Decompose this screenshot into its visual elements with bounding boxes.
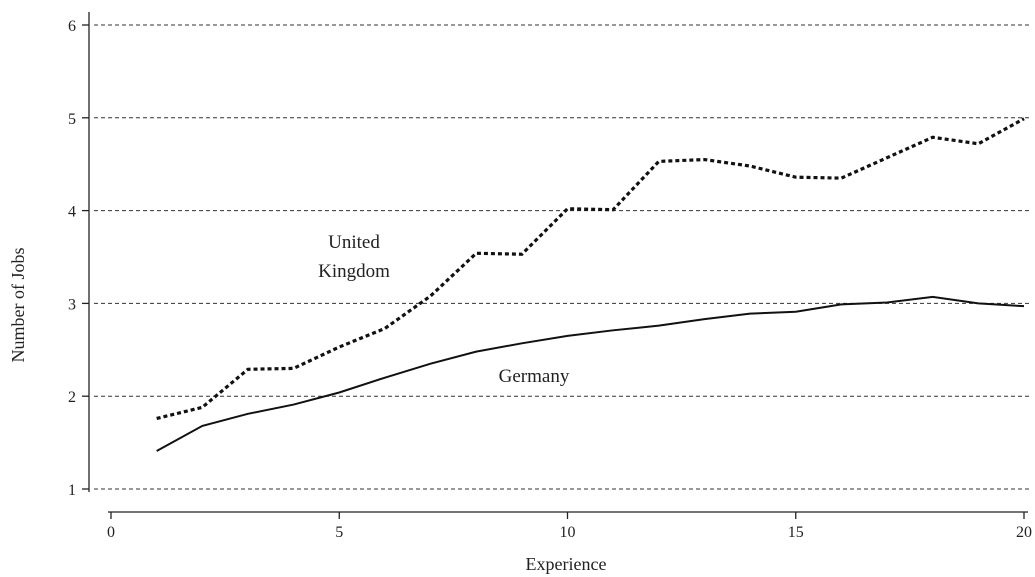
- y-axis-title: Number of Jobs: [8, 248, 28, 363]
- series-line-solid: [156, 295, 1025, 452]
- x-axis-title: Experience: [526, 554, 607, 574]
- x-tick-label: 20: [1016, 524, 1032, 541]
- y-ticks: 1 2 3 4 5 6: [68, 18, 89, 499]
- annotation-kingdom: Kingdom: [318, 261, 390, 282]
- x-tick-label: 5: [335, 524, 343, 541]
- y-tick-label: 1: [68, 482, 76, 499]
- y-tick-label: 2: [68, 389, 76, 406]
- y-tick-label: 3: [68, 296, 76, 313]
- y-tick-label: 5: [68, 111, 76, 128]
- annotation-germany: Germany: [499, 366, 570, 387]
- x-tick-label: 15: [788, 524, 804, 541]
- y-tick-label: 4: [68, 204, 76, 221]
- x-tick-label: 10: [560, 524, 576, 541]
- x-tick-label: 0: [107, 524, 115, 541]
- axes: [88, 12, 1028, 513]
- x-ticks: 0 5 10 15 20: [107, 512, 1032, 541]
- gridlines: [94, 24, 1030, 490]
- annotation-united: United: [328, 232, 380, 253]
- series: [156, 117, 1025, 452]
- series-line-dotted: [156, 117, 1025, 421]
- y-tick-label: 6: [68, 18, 76, 35]
